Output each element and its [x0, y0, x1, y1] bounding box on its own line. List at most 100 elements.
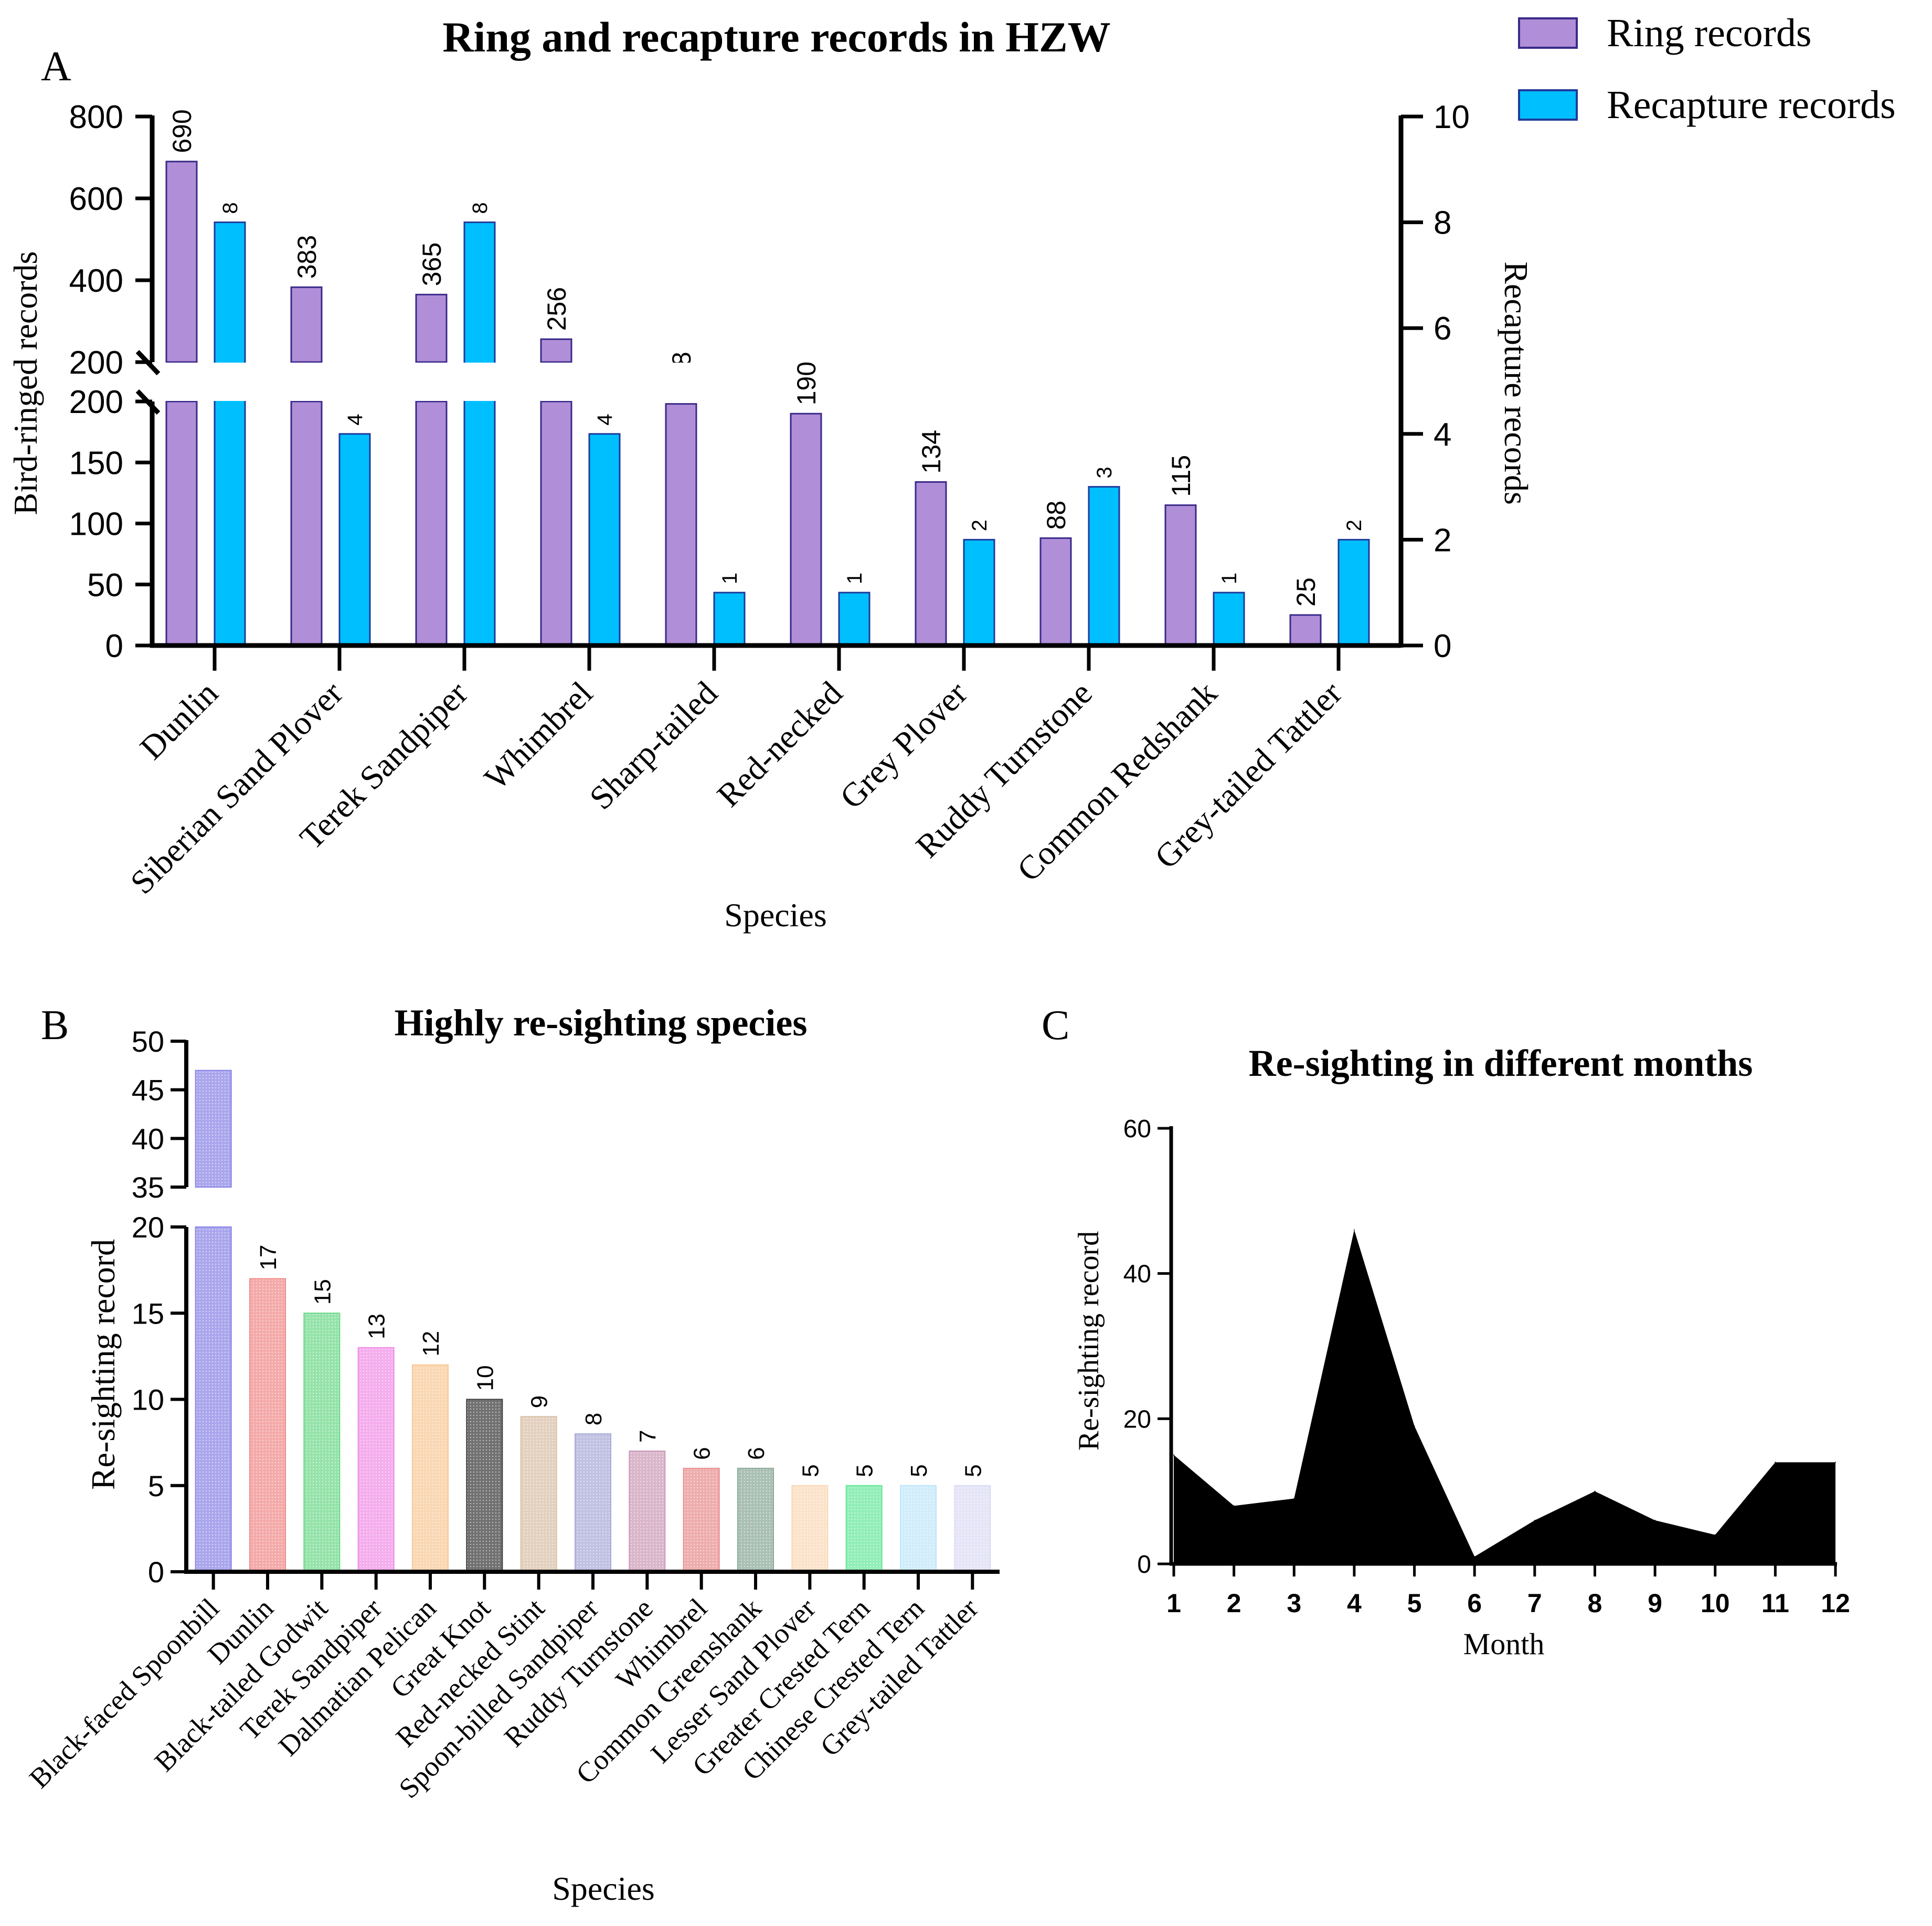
- legend-label-ring-records: Ring records: [1607, 11, 1811, 55]
- recapture-bar-terek-sandpiper: [463, 221, 496, 647]
- resighting-point-month-12: [1835, 1462, 1836, 1463]
- recapture-bar-siberian-sand-plover: [338, 433, 371, 647]
- resighting-bar-dunlin: [249, 1278, 286, 1573]
- ring-bar-lower-siberian-sand-plover: [290, 400, 323, 647]
- ring-bar-common-redshank: [1164, 504, 1197, 647]
- chart-b-plot: 17 15 13 12 10 9 8 7 6 6 5 5 5 5 35 40 45 50 0 5 10 15 20 Black…: [23, 1025, 1000, 1804]
- chart-a-xlabel: Species: [724, 896, 827, 934]
- y-tick-label-lower-200: 200: [69, 384, 123, 420]
- chart-b-ylabel: Re-sighting record: [84, 1239, 122, 1490]
- ring-label-ruddy-turnstone: 88: [1042, 501, 1071, 530]
- recapture-label-terek-sandpiper: 8: [469, 202, 492, 214]
- ring-label-dunlin: 690: [167, 109, 197, 153]
- ring-label-grey-tailed-tattler: 25: [1291, 577, 1321, 607]
- resighting-point-month-8: [1594, 1490, 1596, 1492]
- ring-label-red-necked: 190: [792, 362, 821, 405]
- chart-b-title: Highly re-sighting species: [395, 1002, 808, 1044]
- chart-a-title: Ring and recapture records in HZW: [442, 13, 1110, 61]
- y2-tick-label-8: 8: [1434, 205, 1451, 241]
- ring-bar-terek-sandpiper: [415, 293, 448, 363]
- ring-bar-lower-terek-sandpiper: [415, 400, 448, 647]
- x-tick-label-red-necked: Red-necked: [710, 674, 850, 814]
- recapture-label-grey-plover: 2: [968, 520, 991, 531]
- legend-label-recapture-records: Recapture records: [1607, 83, 1896, 127]
- legend-swatch-recapture-records: [1518, 89, 1578, 121]
- resighting-bar-lesser-sand-plover: [791, 1485, 829, 1572]
- x-tick-label-1: 1: [1166, 1589, 1181, 1618]
- resighting-bar-terek-sandpiper: [357, 1347, 395, 1572]
- recapture-label-red-necked: 1: [843, 573, 866, 584]
- recapture-bar-whimbrel: [588, 433, 621, 647]
- resighting-area: [1174, 1230, 1835, 1564]
- x-tick-label-whimbrel: Whimbrel: [477, 674, 600, 797]
- panel-b-letter: B: [41, 1002, 69, 1049]
- resighting-bar-great-knot: [466, 1399, 503, 1572]
- x-tick-label-5: 5: [1407, 1589, 1422, 1618]
- chart-c-ylabel: Re-sighting record: [1073, 1231, 1105, 1451]
- recapture-label-ruddy-turnstone: 3: [1093, 467, 1116, 478]
- recapture-label-common-redshank: 1: [1218, 573, 1241, 584]
- y2-tick-label-0: 0: [1434, 628, 1451, 664]
- resighting-bar-grey-tailed-tattler: [954, 1485, 991, 1572]
- resighting-label-spoon-billed-sandpiper: 8: [581, 1413, 607, 1425]
- recapture-label-sharp-tailed: 1: [718, 573, 741, 584]
- recapture-label-whimbrel: 4: [593, 414, 617, 426]
- y2-tick-label-10: 10: [1434, 99, 1470, 135]
- ring-label-terek-sandpiper: 365: [417, 242, 447, 286]
- ring-bar-lower-whimbrel: [540, 400, 572, 647]
- ring-bar-dunlin: [165, 161, 198, 363]
- resighting-label-red-necked-stint: 9: [527, 1395, 553, 1408]
- ring-bar-sharp-tailed: [665, 403, 697, 647]
- resighting-label-whimbrel: 6: [689, 1447, 715, 1459]
- y-tick-label-lower-0: 0: [105, 628, 123, 664]
- y-tick-label-lower-50: 50: [87, 567, 123, 604]
- x-tick-label-3: 3: [1287, 1589, 1301, 1618]
- y2-tick-label-2: 2: [1434, 522, 1451, 558]
- resighting-bar-black-tailed-godwit: [303, 1313, 341, 1572]
- resighting-label-black-tailed-godwit: 15: [310, 1279, 335, 1305]
- resighting-bar-ruddy-turnstone: [629, 1451, 666, 1573]
- chart-b-xlabel: Species: [552, 1870, 655, 1907]
- y-tick-label-lower-150: 150: [69, 445, 123, 481]
- y-tick-label-lower-5: 5: [148, 1469, 164, 1502]
- x-tick-label-7: 7: [1527, 1589, 1542, 1618]
- y-tick-label-upper-400: 400: [69, 263, 123, 299]
- resighting-label-dunlin: 17: [256, 1245, 281, 1271]
- resighting-bar-whimbrel: [683, 1467, 720, 1572]
- ring-bar-lower-dunlin: [165, 400, 198, 647]
- x-tick-label-black-faced-spoonbill: Black-faced Spoonbill: [23, 1592, 225, 1794]
- x-tick-label-dunlin: Dunlin: [133, 674, 225, 767]
- axis-break-gap: [121, 363, 750, 401]
- recapture-bar-grey-plover: [963, 538, 995, 647]
- ring-bar-whimbrel: [540, 338, 572, 363]
- ring-label-common-redshank: 115: [1166, 455, 1196, 497]
- y-tick-label-60: 60: [1123, 1115, 1151, 1143]
- y-tick-label-lower-10: 10: [132, 1383, 164, 1416]
- resighting-label-terek-sandpiper: 13: [364, 1314, 390, 1339]
- resighting-point-month-1: [1173, 1454, 1174, 1456]
- ring-bar-red-necked: [790, 412, 822, 647]
- resighting-point-month-11: [1775, 1462, 1776, 1463]
- x-tick-label-10: 10: [1701, 1589, 1730, 1618]
- x-tick-label-6: 6: [1467, 1589, 1482, 1618]
- x-tick-label-12: 12: [1821, 1589, 1850, 1618]
- y-tick-label-20: 20: [1123, 1405, 1151, 1433]
- resighting-bar-black-faced-spoonbill: [195, 1070, 232, 1188]
- recapture-bar-sharp-tailed: [713, 591, 746, 647]
- chart-a-legend: Ring records Recapture records: [1518, 11, 1896, 127]
- resighting-point-month-2: [1233, 1505, 1235, 1507]
- resighting-point-month-6: [1474, 1556, 1475, 1558]
- ring-bar-grey-plover: [915, 481, 947, 647]
- resighting-label-ruddy-turnstone: 7: [635, 1430, 661, 1443]
- ring-label-grey-plover: 134: [917, 430, 946, 473]
- resighting-bar-spoon-billed-sandpiper: [575, 1433, 611, 1572]
- resighting-point-month-5: [1414, 1425, 1415, 1427]
- resighting-label-chinese-crested-tern: 5: [906, 1464, 932, 1477]
- x-tick-label-9: 9: [1648, 1589, 1662, 1618]
- recapture-bar-dunlin: [214, 221, 246, 647]
- x-tick-label-2: 2: [1227, 1589, 1241, 1618]
- resighting-label-common-greenshank: 6: [744, 1447, 769, 1459]
- panel-a-letter: A: [41, 44, 71, 90]
- resighting-point-month-10: [1714, 1534, 1716, 1536]
- ring-label-siberian-sand-plover: 383: [292, 235, 322, 279]
